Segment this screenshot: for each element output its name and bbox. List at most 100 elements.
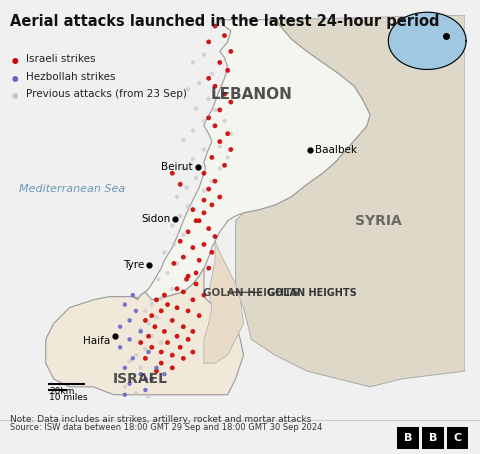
Text: •: • xyxy=(10,89,20,107)
Point xyxy=(216,165,224,172)
Circle shape xyxy=(388,12,466,69)
Point xyxy=(176,212,184,220)
Point xyxy=(180,323,187,331)
Point xyxy=(183,184,191,191)
Point xyxy=(126,380,133,387)
Point xyxy=(180,355,187,362)
Text: Mediterranean Sea: Mediterranean Sea xyxy=(20,184,126,194)
Text: 20km: 20km xyxy=(49,387,74,396)
Point xyxy=(227,48,235,55)
Point xyxy=(211,83,219,90)
Point xyxy=(227,130,235,137)
Point xyxy=(176,237,184,245)
Point xyxy=(160,291,168,299)
Point xyxy=(137,339,144,346)
Point xyxy=(192,105,200,112)
Point xyxy=(173,333,181,340)
Point xyxy=(126,317,133,324)
Point xyxy=(121,391,129,398)
Point xyxy=(142,345,149,352)
Point xyxy=(153,367,160,375)
Text: Aerial attacks launched in the latest 24-hour period: Aerial attacks launched in the latest 24… xyxy=(10,14,439,29)
Point xyxy=(200,291,208,299)
Point xyxy=(173,285,181,292)
FancyBboxPatch shape xyxy=(422,427,444,449)
Point xyxy=(189,127,197,134)
Point xyxy=(192,269,200,276)
Point xyxy=(137,326,144,334)
Point xyxy=(192,281,200,288)
Point xyxy=(132,351,140,359)
Point xyxy=(189,155,197,163)
Point xyxy=(211,106,219,114)
Point xyxy=(153,314,160,321)
Point xyxy=(173,260,181,267)
Point xyxy=(170,260,178,267)
Point xyxy=(145,393,153,400)
Point xyxy=(148,312,156,319)
Point xyxy=(160,328,168,335)
Point xyxy=(184,272,192,280)
Point xyxy=(157,360,165,367)
Point xyxy=(142,375,149,383)
Point xyxy=(126,358,133,365)
Point xyxy=(121,301,129,308)
Point xyxy=(180,165,187,172)
Point xyxy=(200,197,208,204)
Point xyxy=(184,86,192,93)
Point xyxy=(183,276,191,283)
Point xyxy=(154,276,162,283)
Point xyxy=(184,203,192,210)
Point xyxy=(221,162,228,169)
Point xyxy=(170,241,178,248)
Point xyxy=(189,244,197,251)
Text: •: • xyxy=(10,54,20,73)
Point xyxy=(211,122,219,129)
Point xyxy=(145,348,153,355)
Point xyxy=(157,348,165,355)
Point xyxy=(200,170,208,177)
Point xyxy=(148,375,156,383)
Point xyxy=(224,67,231,74)
Point xyxy=(189,206,197,213)
Point xyxy=(200,209,208,217)
Point xyxy=(200,51,208,58)
Point xyxy=(208,178,216,185)
Point xyxy=(164,301,171,308)
Point xyxy=(216,138,224,145)
Point xyxy=(211,233,219,240)
Point xyxy=(208,201,216,208)
Text: Beirut: Beirut xyxy=(161,162,193,172)
Point xyxy=(208,154,216,161)
Point xyxy=(142,386,149,394)
Point xyxy=(168,364,176,371)
FancyBboxPatch shape xyxy=(397,427,419,449)
Point xyxy=(192,174,200,182)
Text: B: B xyxy=(404,433,412,443)
Polygon shape xyxy=(204,241,243,363)
Point xyxy=(153,296,160,303)
Point xyxy=(221,118,228,125)
Point xyxy=(184,336,192,343)
Point xyxy=(208,249,216,256)
Point xyxy=(227,99,235,106)
Point xyxy=(137,370,144,378)
Text: Hezbollah strikes: Hezbollah strikes xyxy=(26,72,116,82)
Point xyxy=(145,320,153,327)
Text: C: C xyxy=(453,433,461,443)
Point xyxy=(168,285,176,292)
Point xyxy=(153,364,160,371)
Point xyxy=(151,323,159,331)
Point xyxy=(164,339,171,346)
Text: Tyre: Tyre xyxy=(122,260,144,270)
Point xyxy=(205,74,213,82)
Point xyxy=(200,187,208,194)
Text: 10 miles: 10 miles xyxy=(49,393,87,402)
Point xyxy=(160,249,168,256)
Point xyxy=(168,351,176,359)
Text: Baalbek: Baalbek xyxy=(315,144,357,154)
Text: Haifa: Haifa xyxy=(84,336,110,346)
Point xyxy=(180,253,187,261)
Point xyxy=(205,265,213,272)
Point xyxy=(145,333,153,340)
